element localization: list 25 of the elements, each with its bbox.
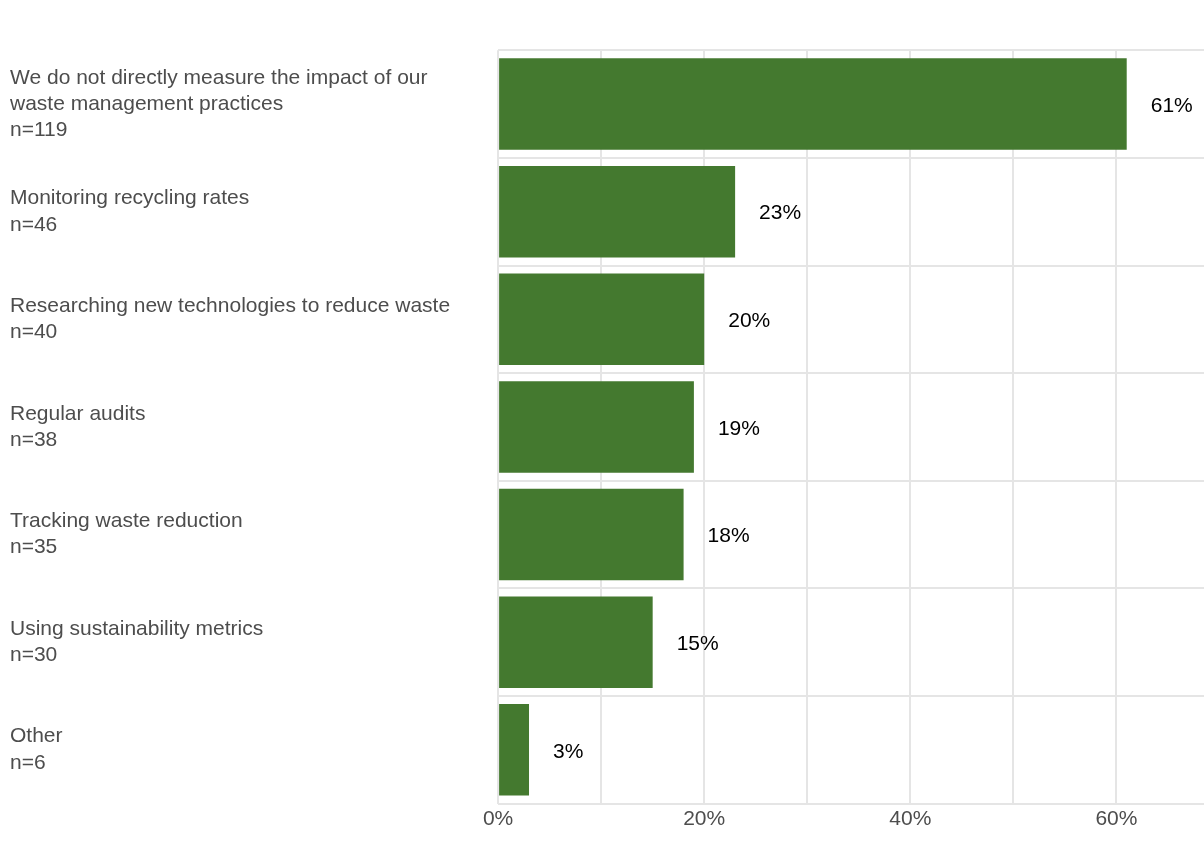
y-tick-label: Tracking waste reduction n=35 — [10, 508, 243, 558]
data-label: 61% — [1150, 92, 1193, 116]
y-tick-label: We do not directly measure the impact of our waste management practices n=119 — [9, 64, 428, 141]
bar — [499, 704, 530, 796]
bar — [499, 488, 684, 581]
bar — [499, 596, 653, 688]
y-tick-label: Monitoring recycling rates n=46 — [10, 185, 250, 235]
y-tick-label: Other n=6 — [10, 723, 63, 773]
bar — [499, 381, 694, 473]
x-tick-label: 20% — [683, 806, 726, 830]
x-tick-label: 60% — [1095, 806, 1138, 830]
data-label: 19% — [717, 415, 760, 439]
bar — [499, 58, 1127, 150]
data-label: 15% — [676, 630, 719, 654]
x-tick-label: 0% — [482, 806, 514, 830]
bar — [499, 165, 736, 258]
bar — [499, 273, 705, 366]
data-label: 18% — [707, 523, 750, 547]
y-tick-label: Regular audits n=38 — [10, 400, 146, 450]
y-tick-label: Researching new technologies to reduce waste n=40 — [10, 292, 451, 343]
data-label: 20% — [728, 308, 771, 332]
x-tick-label: 40% — [889, 806, 932, 830]
y-tick-label: Using sustainability metrics n=30 — [10, 615, 264, 666]
data-label: 23% — [759, 200, 802, 224]
data-label: 3% — [553, 738, 584, 762]
